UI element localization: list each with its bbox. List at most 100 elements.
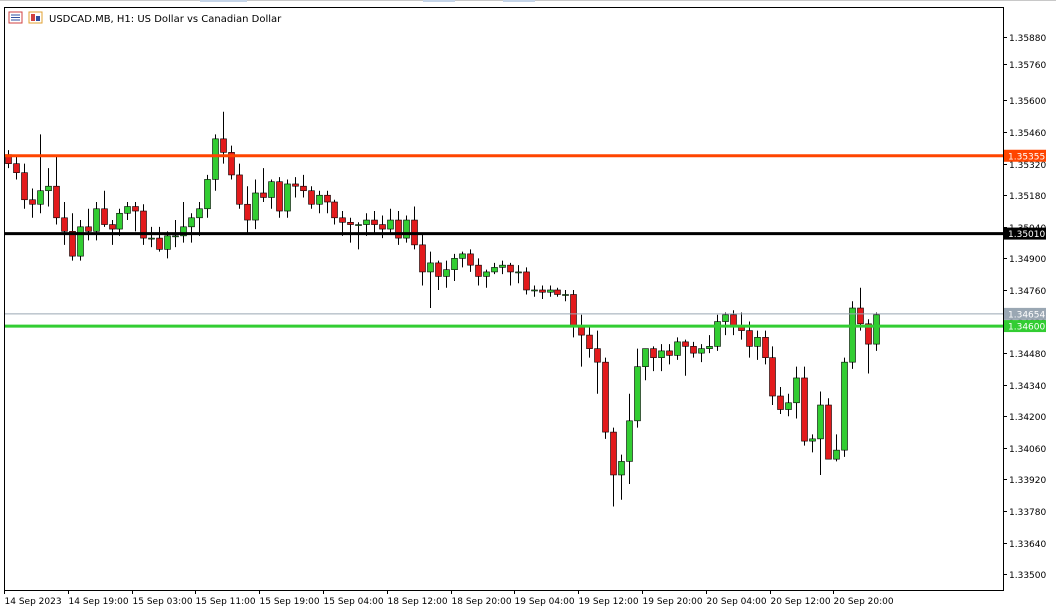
candle-body [395, 219, 402, 239]
price-tick-label: 1.35460 [1009, 129, 1046, 139]
candle-body [37, 190, 44, 205]
price-tick-label: 1.35320 [1009, 161, 1046, 171]
candle [164, 231, 171, 259]
candle-body [21, 172, 28, 201]
candle-body [491, 267, 498, 273]
candle-body [793, 377, 800, 404]
chart-title: USDCAD.MB, H1: US Dollar vs Canadian Dol… [49, 14, 282, 25]
candle [801, 366, 808, 446]
candle-body [849, 307, 856, 363]
candle [754, 330, 761, 360]
candle-body [101, 208, 108, 225]
resistance-line[interactable]: 1.35355 [5, 149, 1046, 163]
candle-body [570, 294, 577, 327]
candle-body [650, 348, 657, 358]
candle [371, 211, 378, 234]
candle [515, 265, 522, 284]
candle [618, 454, 625, 500]
time-axis: 14 Sep 2023 14 Sep 19:00 15 Sep 03:00 15 Se… [4, 590, 894, 607]
candle-body [642, 348, 649, 367]
candle-body [228, 152, 235, 176]
candle-body [379, 224, 386, 230]
price-tick-label: 1.34060 [1009, 445, 1046, 455]
candle-body [690, 346, 697, 354]
support-line[interactable]: 1.34600 [5, 320, 1046, 333]
candle-body [682, 341, 689, 347]
candle [658, 344, 665, 372]
candle-body [77, 226, 84, 257]
candle-body [260, 192, 267, 198]
candle-body [339, 217, 346, 223]
candle-body [180, 226, 187, 237]
candle-body [156, 237, 163, 250]
candle [180, 202, 187, 243]
support-price-tag [1004, 320, 1046, 333]
candle [276, 177, 283, 218]
candle [809, 434, 816, 453]
candle [427, 251, 434, 309]
price-tick-label: 1.34340 [1009, 382, 1046, 392]
time-tick-label: 19 Sep 12:00 [579, 597, 639, 607]
price-tick-label: 1.35880 [1009, 34, 1046, 44]
candle-body [403, 219, 410, 239]
candle-body [841, 361, 848, 451]
candle [849, 301, 856, 369]
candle-body [857, 307, 864, 325]
candle-body [419, 244, 426, 273]
candle-body [204, 179, 211, 210]
horizontal-lines[interactable]: 1.35355 1.35010 1.34654 1.34600 [5, 149, 1046, 333]
candle [562, 289, 569, 302]
candle-body [188, 217, 195, 228]
candle [355, 222, 362, 250]
candle [339, 211, 346, 236]
candle [196, 202, 203, 236]
candle-body [443, 269, 450, 277]
candle-body [785, 402, 792, 410]
candle [260, 168, 267, 202]
candle-body [196, 208, 203, 219]
bid-price-label: 1.34654 [1008, 310, 1045, 320]
candle-body [427, 262, 434, 273]
candle-body [85, 226, 92, 232]
support-price-label: 1.34600 [1008, 323, 1045, 333]
candle [762, 330, 769, 365]
candle [228, 145, 235, 180]
bid-price-tag [1004, 307, 1046, 320]
plot-area[interactable] [4, 7, 1004, 591]
candle [284, 179, 291, 218]
candle [769, 346, 776, 406]
candle [29, 188, 36, 218]
candle-body [29, 199, 36, 205]
candle-body [865, 323, 872, 345]
candle [116, 208, 123, 236]
time-tick-label: 18 Sep 20:00 [452, 597, 512, 607]
candle-body [833, 449, 840, 460]
candle [642, 348, 649, 381]
candle-body [140, 210, 147, 239]
price-tick-label: 1.35600 [1009, 97, 1046, 107]
candle-body [387, 219, 394, 230]
pivot-price-tag [1004, 227, 1046, 240]
candle [793, 366, 800, 419]
candle [714, 314, 721, 351]
candle [85, 208, 92, 241]
candle-body [300, 185, 307, 192]
candle-body [698, 348, 705, 354]
candle-body [316, 194, 323, 205]
candle-body [116, 212, 123, 230]
pivot-line[interactable]: 1.35010 [5, 227, 1046, 241]
time-tick-label: 20 Sep 12:00 [771, 597, 831, 607]
candle-body [539, 289, 546, 293]
candle-body [658, 350, 665, 358]
bid-line[interactable]: 1.34654 [5, 307, 1046, 321]
candle-body [292, 183, 299, 187]
price-tick-label: 1.33500 [1009, 571, 1046, 581]
candle [706, 335, 713, 354]
candle-body [483, 271, 490, 277]
candle [507, 262, 514, 286]
candle [785, 393, 792, 417]
candle [387, 208, 394, 234]
candle [268, 179, 275, 209]
